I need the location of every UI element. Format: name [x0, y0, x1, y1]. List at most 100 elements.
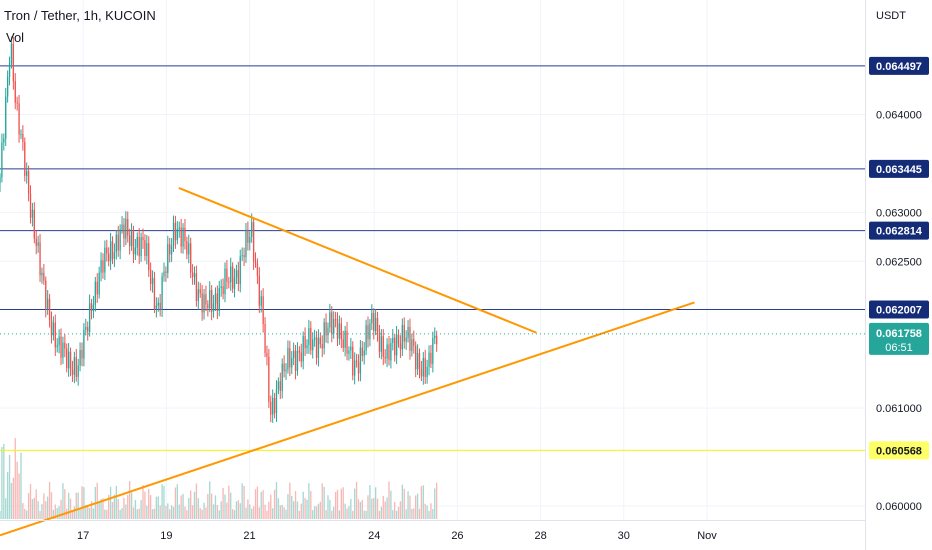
- candle-body: [226, 268, 228, 282]
- candle-body: [16, 102, 18, 104]
- volume-bar: [119, 509, 121, 519]
- candle-body: [132, 231, 135, 255]
- volume-bar: [207, 493, 209, 519]
- level-price-label: 0.062814: [876, 226, 923, 238]
- volume-bar: [24, 508, 26, 519]
- volume-label[interactable]: Vol: [6, 30, 25, 45]
- candle-body: [96, 281, 98, 295]
- volume-bar: [304, 498, 306, 519]
- candle-body: [434, 335, 436, 338]
- candle-body: [224, 268, 226, 295]
- candle-body: [62, 342, 64, 358]
- volume-bar: [146, 505, 148, 519]
- volume-bar: [128, 481, 131, 519]
- candle-body: [413, 339, 415, 346]
- volume-bar: [262, 490, 264, 519]
- candle-body: [52, 322, 55, 336]
- volume-bar: [308, 483, 310, 519]
- volume-bar: [411, 508, 413, 519]
- candle-body: [270, 401, 272, 415]
- volume-bar: [210, 493, 213, 519]
- candle-body: [60, 336, 62, 358]
- volume-bar: [71, 510, 74, 519]
- candle-body: [428, 352, 430, 367]
- volume-bar: [378, 510, 381, 519]
- volume-bar: [416, 493, 419, 519]
- candle-body: [247, 229, 249, 243]
- last-price-tag: [869, 322, 929, 355]
- volume-bar: [130, 492, 133, 519]
- candle-body: [397, 334, 400, 344]
- candle-body: [176, 229, 179, 241]
- volume-bar: [249, 504, 251, 519]
- volume-bar: [348, 506, 350, 519]
- support-trend-line[interactable]: [0, 301, 695, 537]
- candle-body: [327, 327, 329, 336]
- horizontal-levels[interactable]: [0, 65, 865, 451]
- candle-body: [172, 222, 175, 246]
- candle-body: [18, 103, 20, 135]
- candle-body: [69, 351, 72, 370]
- resistance-trend-line[interactable]: [178, 186, 537, 334]
- volume-bar: [31, 499, 34, 519]
- candle-body: [355, 360, 358, 362]
- candle-body: [170, 245, 173, 255]
- price-tick-label: 0.060000: [876, 501, 922, 513]
- volume-bar: [432, 509, 434, 519]
- volume-bar: [281, 504, 283, 519]
- candle-body: [22, 133, 24, 142]
- volume-bar: [0, 511, 1, 519]
- trend-lines[interactable]: [0, 186, 695, 537]
- volume-bar: [111, 502, 114, 519]
- candle-body: [149, 269, 152, 285]
- volume-bar: [134, 499, 137, 519]
- candle-body: [212, 303, 215, 312]
- volume-bar: [85, 505, 87, 519]
- candle-body: [153, 278, 156, 309]
- volume-bar: [283, 507, 285, 519]
- price-axis[interactable]: 0.064000 0.063000 0.062500 0.061000 0.060000: [876, 110, 922, 513]
- volume-bar: [102, 498, 104, 519]
- volume-bar: [56, 508, 58, 519]
- candle-body: [109, 241, 112, 262]
- level-price-label: 0.064497: [876, 61, 922, 73]
- candle-body: [361, 347, 363, 356]
- time-axis[interactable]: 17 19 21 24 26 28 30 Nov: [77, 530, 717, 542]
- volume-bar: [106, 509, 108, 519]
- volume-bar: [108, 494, 110, 519]
- volume-bar: [386, 497, 388, 519]
- chart-title[interactable]: Tron / Tether, 1h, KUCOIN: [4, 8, 156, 23]
- volume-bar: [77, 492, 79, 519]
- volume-bar: [5, 498, 7, 519]
- volume-bar: [180, 495, 182, 519]
- volume-bar: [399, 501, 402, 519]
- time-tick-label: 21: [243, 530, 255, 542]
- volume-bar: [169, 509, 171, 519]
- time-tick-label: 24: [368, 530, 380, 542]
- candle-body: [405, 337, 407, 342]
- volume-bar: [333, 506, 335, 519]
- volume-bar: [121, 507, 123, 519]
- level-price-tag: [869, 56, 929, 75]
- volume-bar: [203, 502, 205, 519]
- volume-bar: [334, 491, 337, 519]
- volume-bar: [83, 487, 85, 519]
- candle-body: [90, 303, 93, 312]
- candle-body: [275, 388, 278, 414]
- volume-bar: [355, 481, 358, 519]
- volume-bar: [405, 509, 407, 519]
- candle-body: [260, 296, 262, 306]
- volume-bar: [413, 508, 415, 519]
- candle-body: [146, 243, 148, 256]
- candle-body: [342, 339, 344, 348]
- volume-bar: [33, 497, 35, 519]
- volume-bar: [266, 510, 268, 519]
- candle-body: [157, 302, 159, 306]
- price-tick-label: 0.063000: [876, 207, 922, 219]
- candle-body: [249, 237, 251, 243]
- candle-body: [218, 287, 220, 312]
- volume-bar: [292, 501, 295, 519]
- volume-bar: [237, 500, 240, 519]
- candle-body: [79, 350, 81, 366]
